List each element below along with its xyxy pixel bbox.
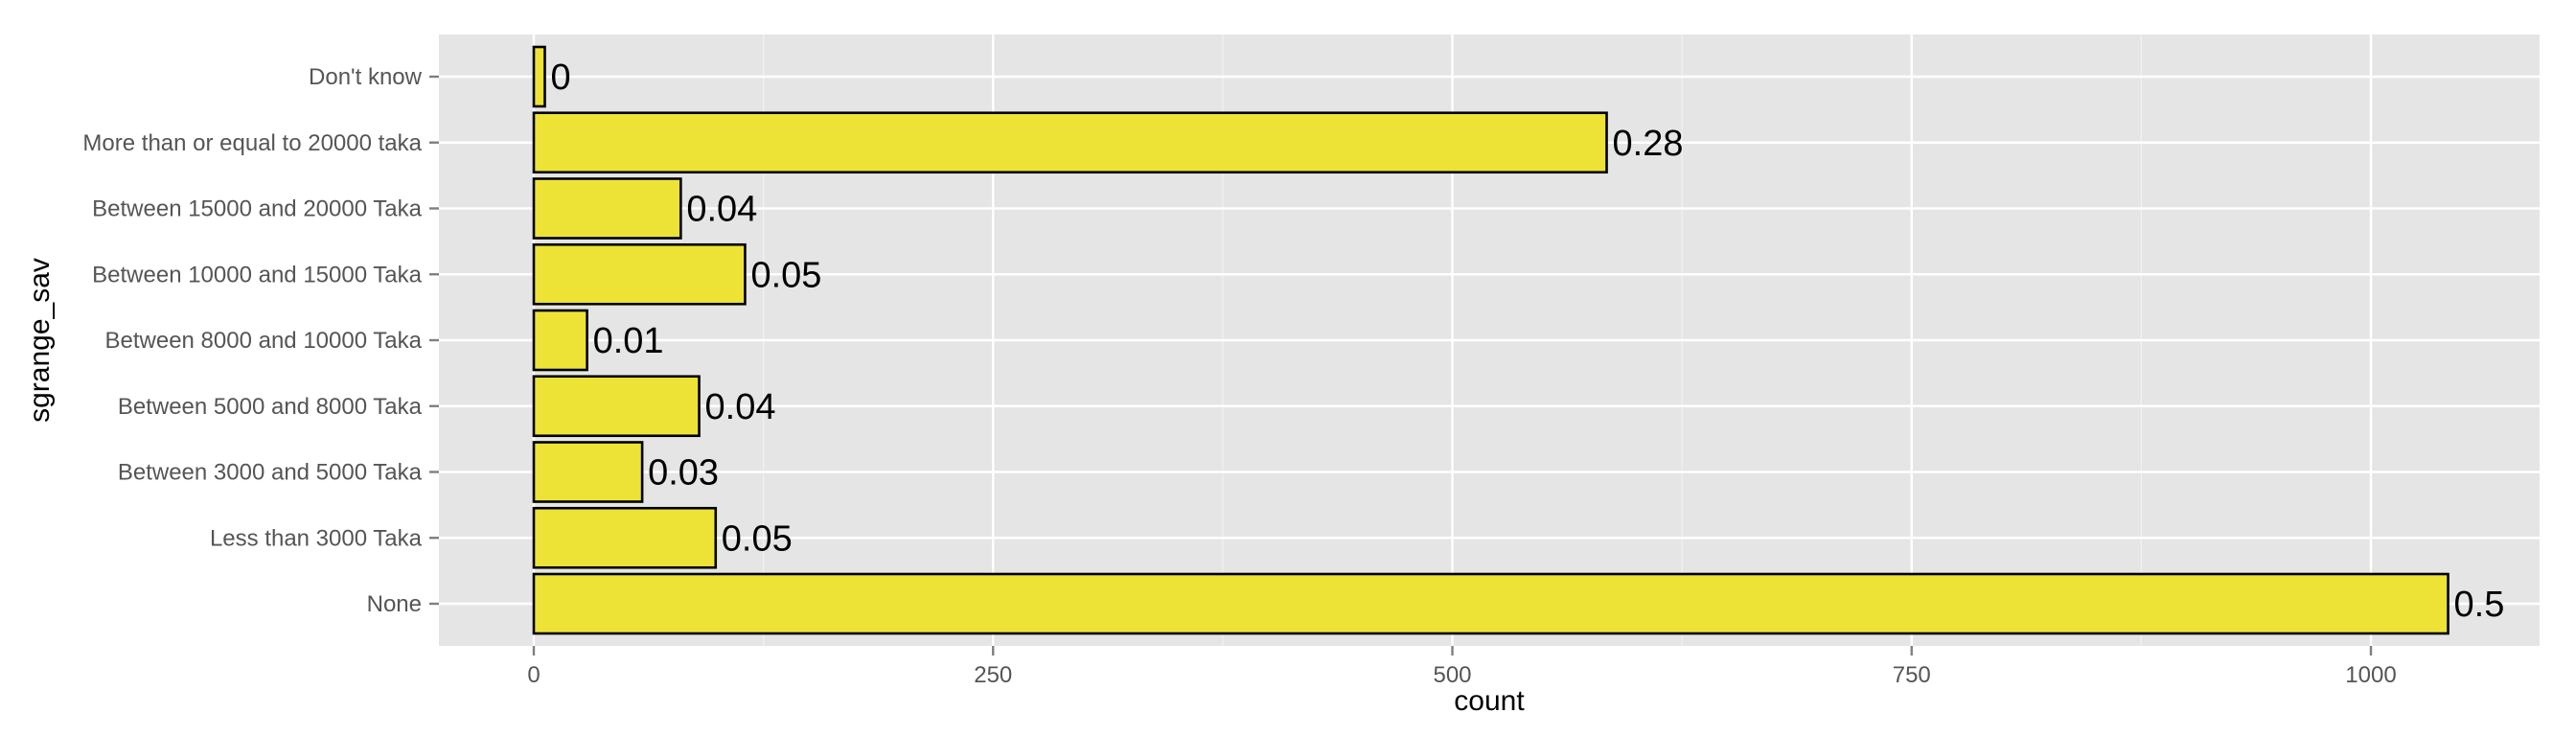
bar (532, 177, 682, 240)
bar (532, 242, 747, 306)
y-axis-title: sgrange_sav (24, 258, 56, 423)
data-label: 0.05 (750, 255, 821, 295)
x-axis: 0 250 500 750 1000 (527, 646, 2397, 688)
x-tick-label: 750 (1893, 662, 1931, 688)
y-tick-label: Less than 3000 Taka (210, 525, 423, 551)
bar (532, 572, 2450, 635)
x-tick-label: 0 (527, 662, 540, 688)
data-label: 0.04 (686, 190, 757, 230)
data-label: 0.05 (722, 518, 793, 559)
bar (532, 506, 718, 569)
data-label: 0.03 (648, 453, 719, 494)
bar (532, 441, 644, 503)
x-axis-title: count (1454, 685, 1525, 717)
y-tick-label: Between 8000 and 10000 Taka (104, 328, 422, 354)
data-label: 0.01 (593, 321, 664, 361)
bar (532, 111, 1608, 174)
data-label: 0 (551, 58, 571, 98)
y-tick-label: Between 5000 and 8000 Taka (118, 394, 423, 420)
y-tick-label: Don't know (309, 64, 423, 90)
y-tick-label: Between 3000 and 5000 Taka (118, 460, 423, 486)
bars (532, 45, 2450, 635)
y-tick-label: None (367, 591, 422, 617)
y-axis: None Less than 3000 Taka Between 3000 and … (82, 64, 439, 617)
x-tick-label: 500 (1433, 662, 1471, 688)
bar (532, 45, 546, 108)
bar (532, 309, 588, 372)
y-tick-label: Between 10000 and 15000 Taka (92, 262, 423, 288)
x-tick-label: 250 (974, 662, 1012, 688)
data-label: 0.5 (2454, 585, 2505, 625)
bar (532, 375, 701, 438)
data-label: 0.04 (705, 387, 776, 427)
data-label: 0.28 (1613, 124, 1684, 164)
y-tick-label: More than or equal to 20000 taka (82, 130, 422, 156)
y-tick-label: Between 15000 and 20000 Taka (92, 196, 423, 222)
x-tick-label: 1000 (2345, 662, 2396, 688)
data-labels: 0.50.050.030.040.010.050.040.280 (551, 58, 2505, 625)
